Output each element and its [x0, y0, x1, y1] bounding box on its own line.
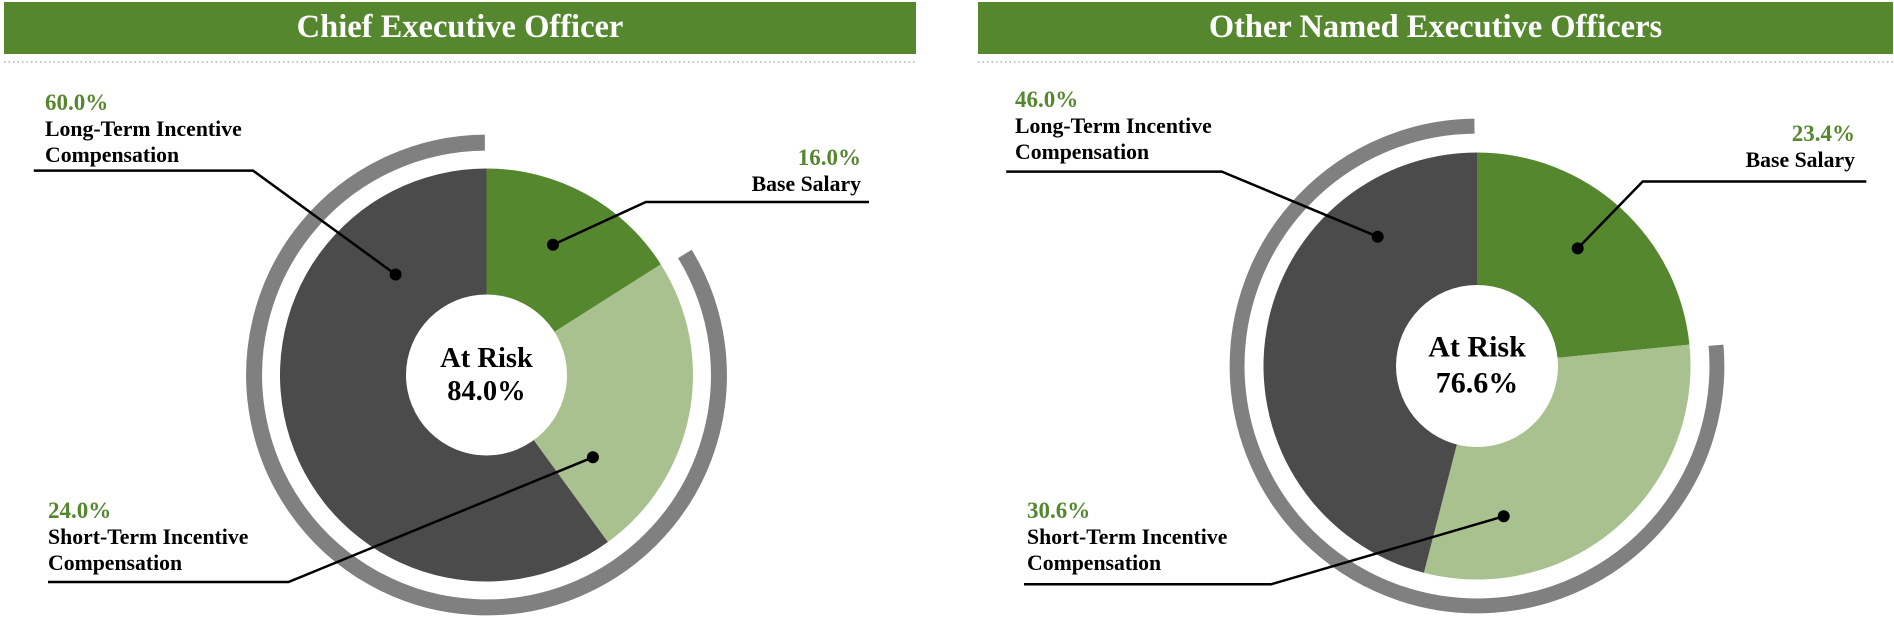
neo-short-term-pct: 30.6%	[1027, 497, 1091, 523]
header-neo-title: Other Named Executive Officers	[1208, 8, 1663, 45]
neo-long-term-name: Long-Term Incentive Compensation	[1015, 114, 1212, 165]
ceo-base-salary-name: Base Salary	[751, 171, 861, 196]
neo-at-risk-text: At Risk	[1428, 330, 1526, 364]
leader-line	[1006, 170, 1379, 238]
leader-dot	[1571, 242, 1584, 255]
neo-callout-long-term: 46.0% Long-Term Incentive Compensation	[1015, 87, 1212, 165]
neo-center-label: At Risk 76.6%	[1428, 330, 1526, 403]
leader-dot	[1371, 230, 1384, 243]
at-risk-ring	[246, 134, 727, 616]
at-risk-ring	[1229, 118, 1725, 614]
ceo-callout-short-term: 24.0% Short-Term Incentive Compensation	[48, 498, 248, 576]
neo-base-salary-pct: 23.4%	[1791, 120, 1855, 146]
ceo-base-salary-pct: 16.0%	[797, 144, 861, 170]
pie-slice-short-term-incentive-compensation	[486, 264, 693, 543]
ceo-short-term-name: Short-Term Incentive Compensation	[48, 525, 249, 575]
leader-line	[1576, 180, 1867, 250]
leader-dot	[1497, 510, 1510, 523]
neo-at-risk-pct: 76.6%	[1435, 367, 1519, 400]
ceo-long-term-pct: 60.0%	[45, 90, 109, 116]
ceo-long-term-name: Long-Term Incentive Compensation	[45, 117, 242, 168]
neo-base-salary-name: Base Salary	[1745, 147, 1855, 172]
leader-line	[33, 169, 397, 276]
leader-dot	[389, 268, 402, 281]
header-rule-ceo	[4, 61, 916, 63]
ceo-at-risk-text: At Risk	[440, 342, 533, 374]
ceo-callout-base-salary: 16.0% Base Salary	[752, 145, 861, 197]
ceo-callout-long-term: 60.0% Long-Term Incentive Compensation	[45, 90, 242, 168]
neo-callout-base-salary: 23.4% Base Salary	[1746, 121, 1855, 173]
leader-line	[552, 200, 869, 246]
header-ceo-title: Chief Executive Officer	[296, 8, 624, 45]
header-ceo: Chief Executive Officer	[4, 2, 916, 54]
donut-hole	[406, 294, 567, 456]
donut-hole	[1396, 285, 1558, 447]
leader-dot	[547, 238, 559, 251]
neo-callout-short-term: 30.6% Short-Term Incentive Compensation	[1027, 498, 1227, 576]
ceo-center-label: At Risk 84.0%	[440, 342, 533, 408]
neo-short-term-name: Short-Term Incentive Compensation	[1027, 524, 1228, 575]
leader-dot	[586, 451, 599, 464]
header-rule-neo	[978, 61, 1893, 63]
header-neo: Other Named Executive Officers	[978, 2, 1893, 54]
leader-line	[1024, 515, 1505, 586]
leader-line	[48, 456, 594, 584]
neo-long-term-pct: 46.0%	[1015, 87, 1079, 113]
pie-slice-long-term-incentive-compensation	[1263, 152, 1477, 573]
ceo-short-term-pct: 24.0%	[48, 498, 112, 523]
ceo-at-risk-pct: 84.0%	[447, 375, 526, 407]
